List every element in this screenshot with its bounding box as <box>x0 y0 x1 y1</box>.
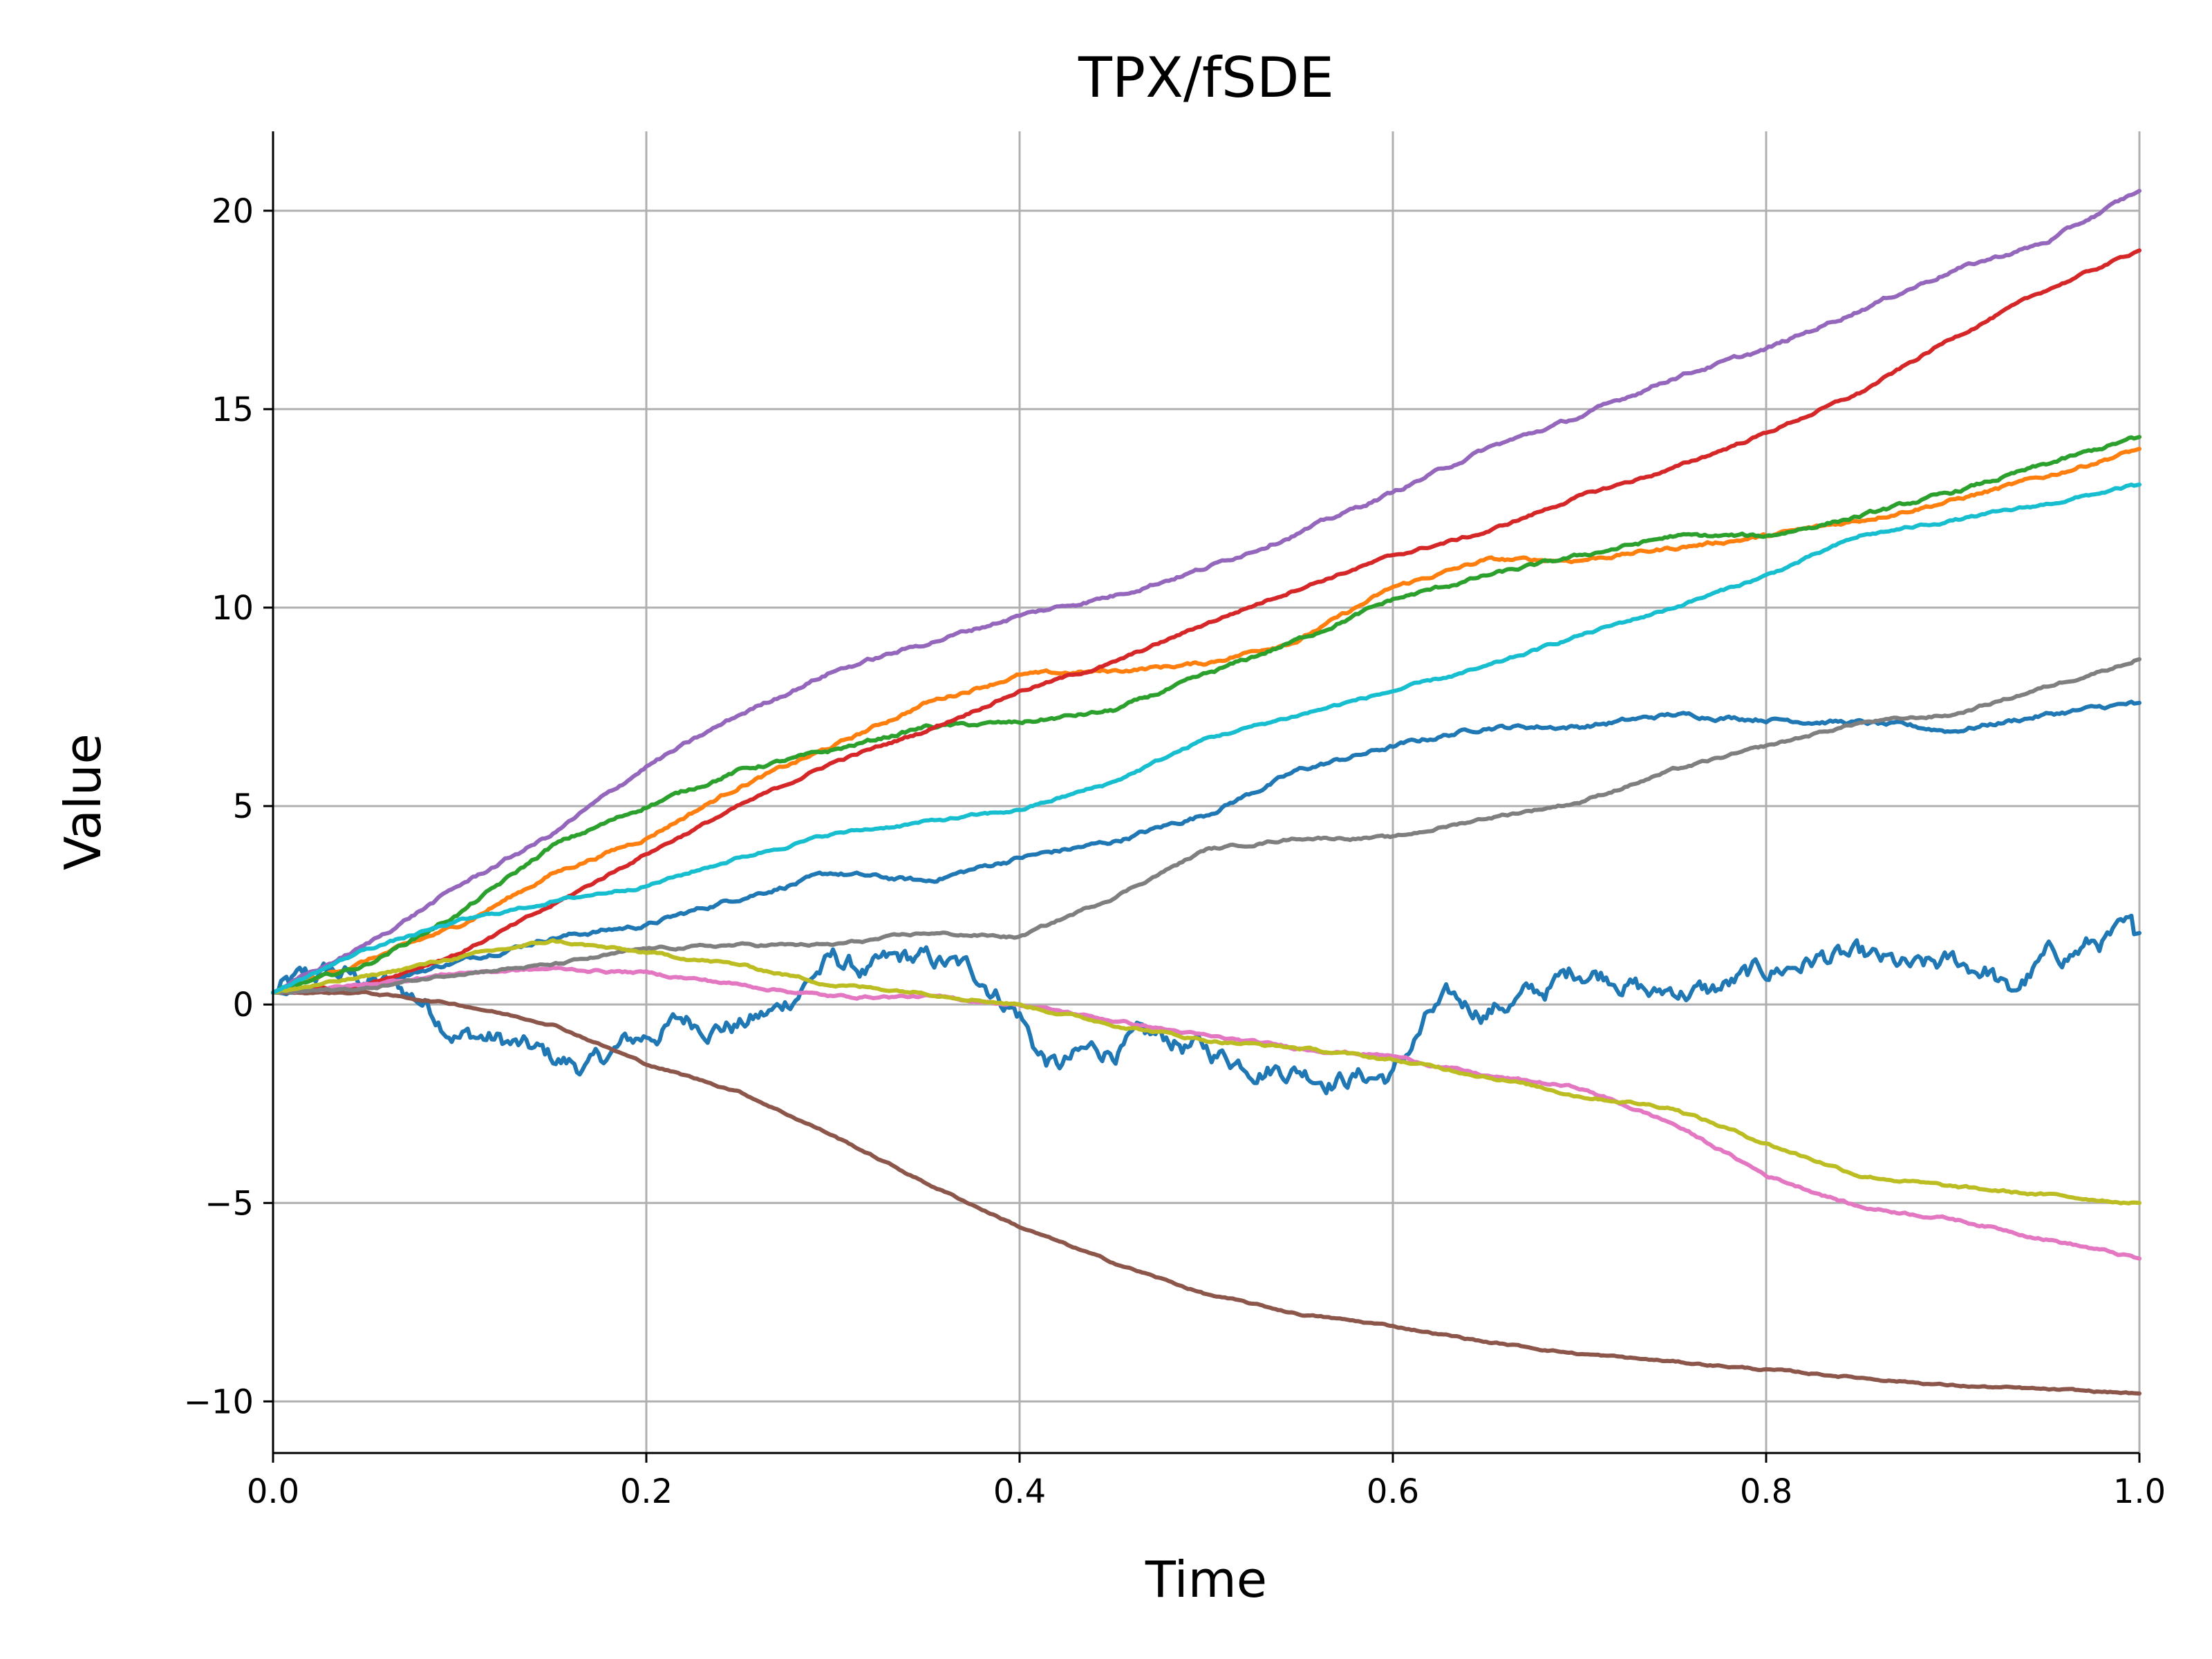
x-tick-label-1: 0.2 <box>620 1472 673 1511</box>
series-line-9 <box>271 657 2141 995</box>
y-axis-label: Value <box>54 733 112 870</box>
series-line-5 <box>271 248 2141 995</box>
y-tick-label-6: 20 <box>212 192 254 231</box>
x-tick-label-3: 0.6 <box>1367 1472 1419 1511</box>
y-tick-label-4: 10 <box>212 589 254 628</box>
series-line-7 <box>271 990 2141 1396</box>
grid-lines <box>272 131 2141 1453</box>
y-tick-label-3: 5 <box>232 787 254 826</box>
x-tick-label-0: 0.0 <box>247 1472 299 1511</box>
y-tick-label-2: 0 <box>232 986 254 1024</box>
y-tick-label-0: −10 <box>184 1382 254 1421</box>
series-line-1 <box>271 913 2141 1096</box>
series-line-10 <box>271 938 2141 1206</box>
chart-title: TPX/fSDE <box>1078 46 1334 110</box>
x-tick-label-2: 0.4 <box>993 1472 1046 1511</box>
series-line-2 <box>271 700 2141 997</box>
y-tick-label-5: 15 <box>212 391 254 429</box>
series-layer <box>271 189 2141 1396</box>
series-line-11 <box>271 482 2141 995</box>
series-line-8 <box>271 966 2141 1261</box>
y-tick-label-1: −5 <box>205 1184 254 1223</box>
x-tick-label-4: 0.8 <box>1740 1472 1792 1511</box>
axes: 0.0 0.2 0.4 0.6 0.8 1.0 −10 −5 0 5 10 15 20 <box>184 131 2166 1511</box>
x-axis-label: Time <box>1145 1550 1267 1609</box>
series-line-4 <box>271 435 2141 995</box>
x-tick-label-5: 1.0 <box>2113 1472 2166 1511</box>
series-line-6 <box>271 189 2141 995</box>
